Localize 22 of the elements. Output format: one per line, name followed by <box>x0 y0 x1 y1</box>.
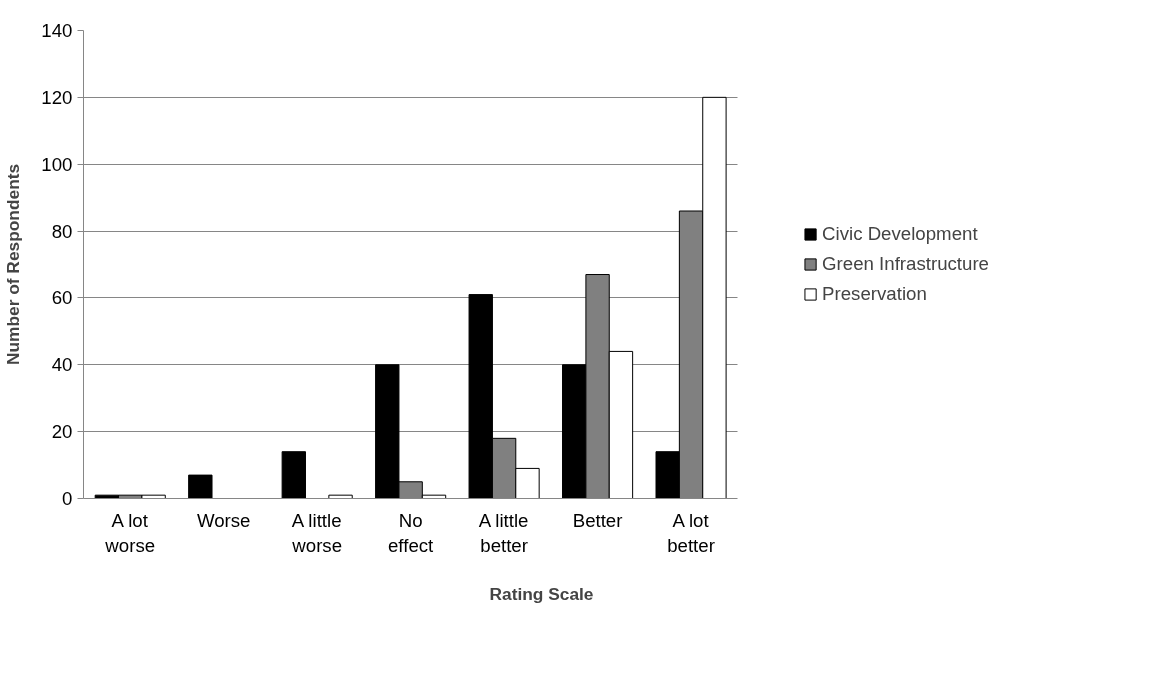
y-tick-label: 120 <box>41 86 73 108</box>
x-tick-label: A lot better <box>667 509 715 556</box>
legend-label: Green Infrastructure <box>822 253 989 275</box>
bar <box>281 451 306 499</box>
x-tick-label: A lot worse <box>104 509 156 556</box>
x-tick-label: Worse <box>196 509 251 531</box>
bar <box>188 474 213 499</box>
x-tick-label: No effect <box>388 509 435 556</box>
y-tick-label: 20 <box>51 421 73 443</box>
y-tick-label: 140 <box>41 20 73 41</box>
y-tick-label: 80 <box>51 220 73 242</box>
x-tick-label: A little worse <box>291 509 343 556</box>
y-tick-label: 40 <box>51 354 73 376</box>
legend-label: Preservation <box>822 283 927 305</box>
x-axis-title: Rating Scale <box>489 583 594 604</box>
y-tick-label: 0 <box>62 488 73 509</box>
y-tick-label: 100 <box>41 153 73 175</box>
x-tick-label: Better <box>572 509 623 531</box>
y-axis-title: Number of Respondents <box>3 163 24 366</box>
y-tick-label: 60 <box>51 287 73 309</box>
x-tick-label: A little better <box>478 509 529 556</box>
legend-label: Civic Development <box>822 223 978 245</box>
